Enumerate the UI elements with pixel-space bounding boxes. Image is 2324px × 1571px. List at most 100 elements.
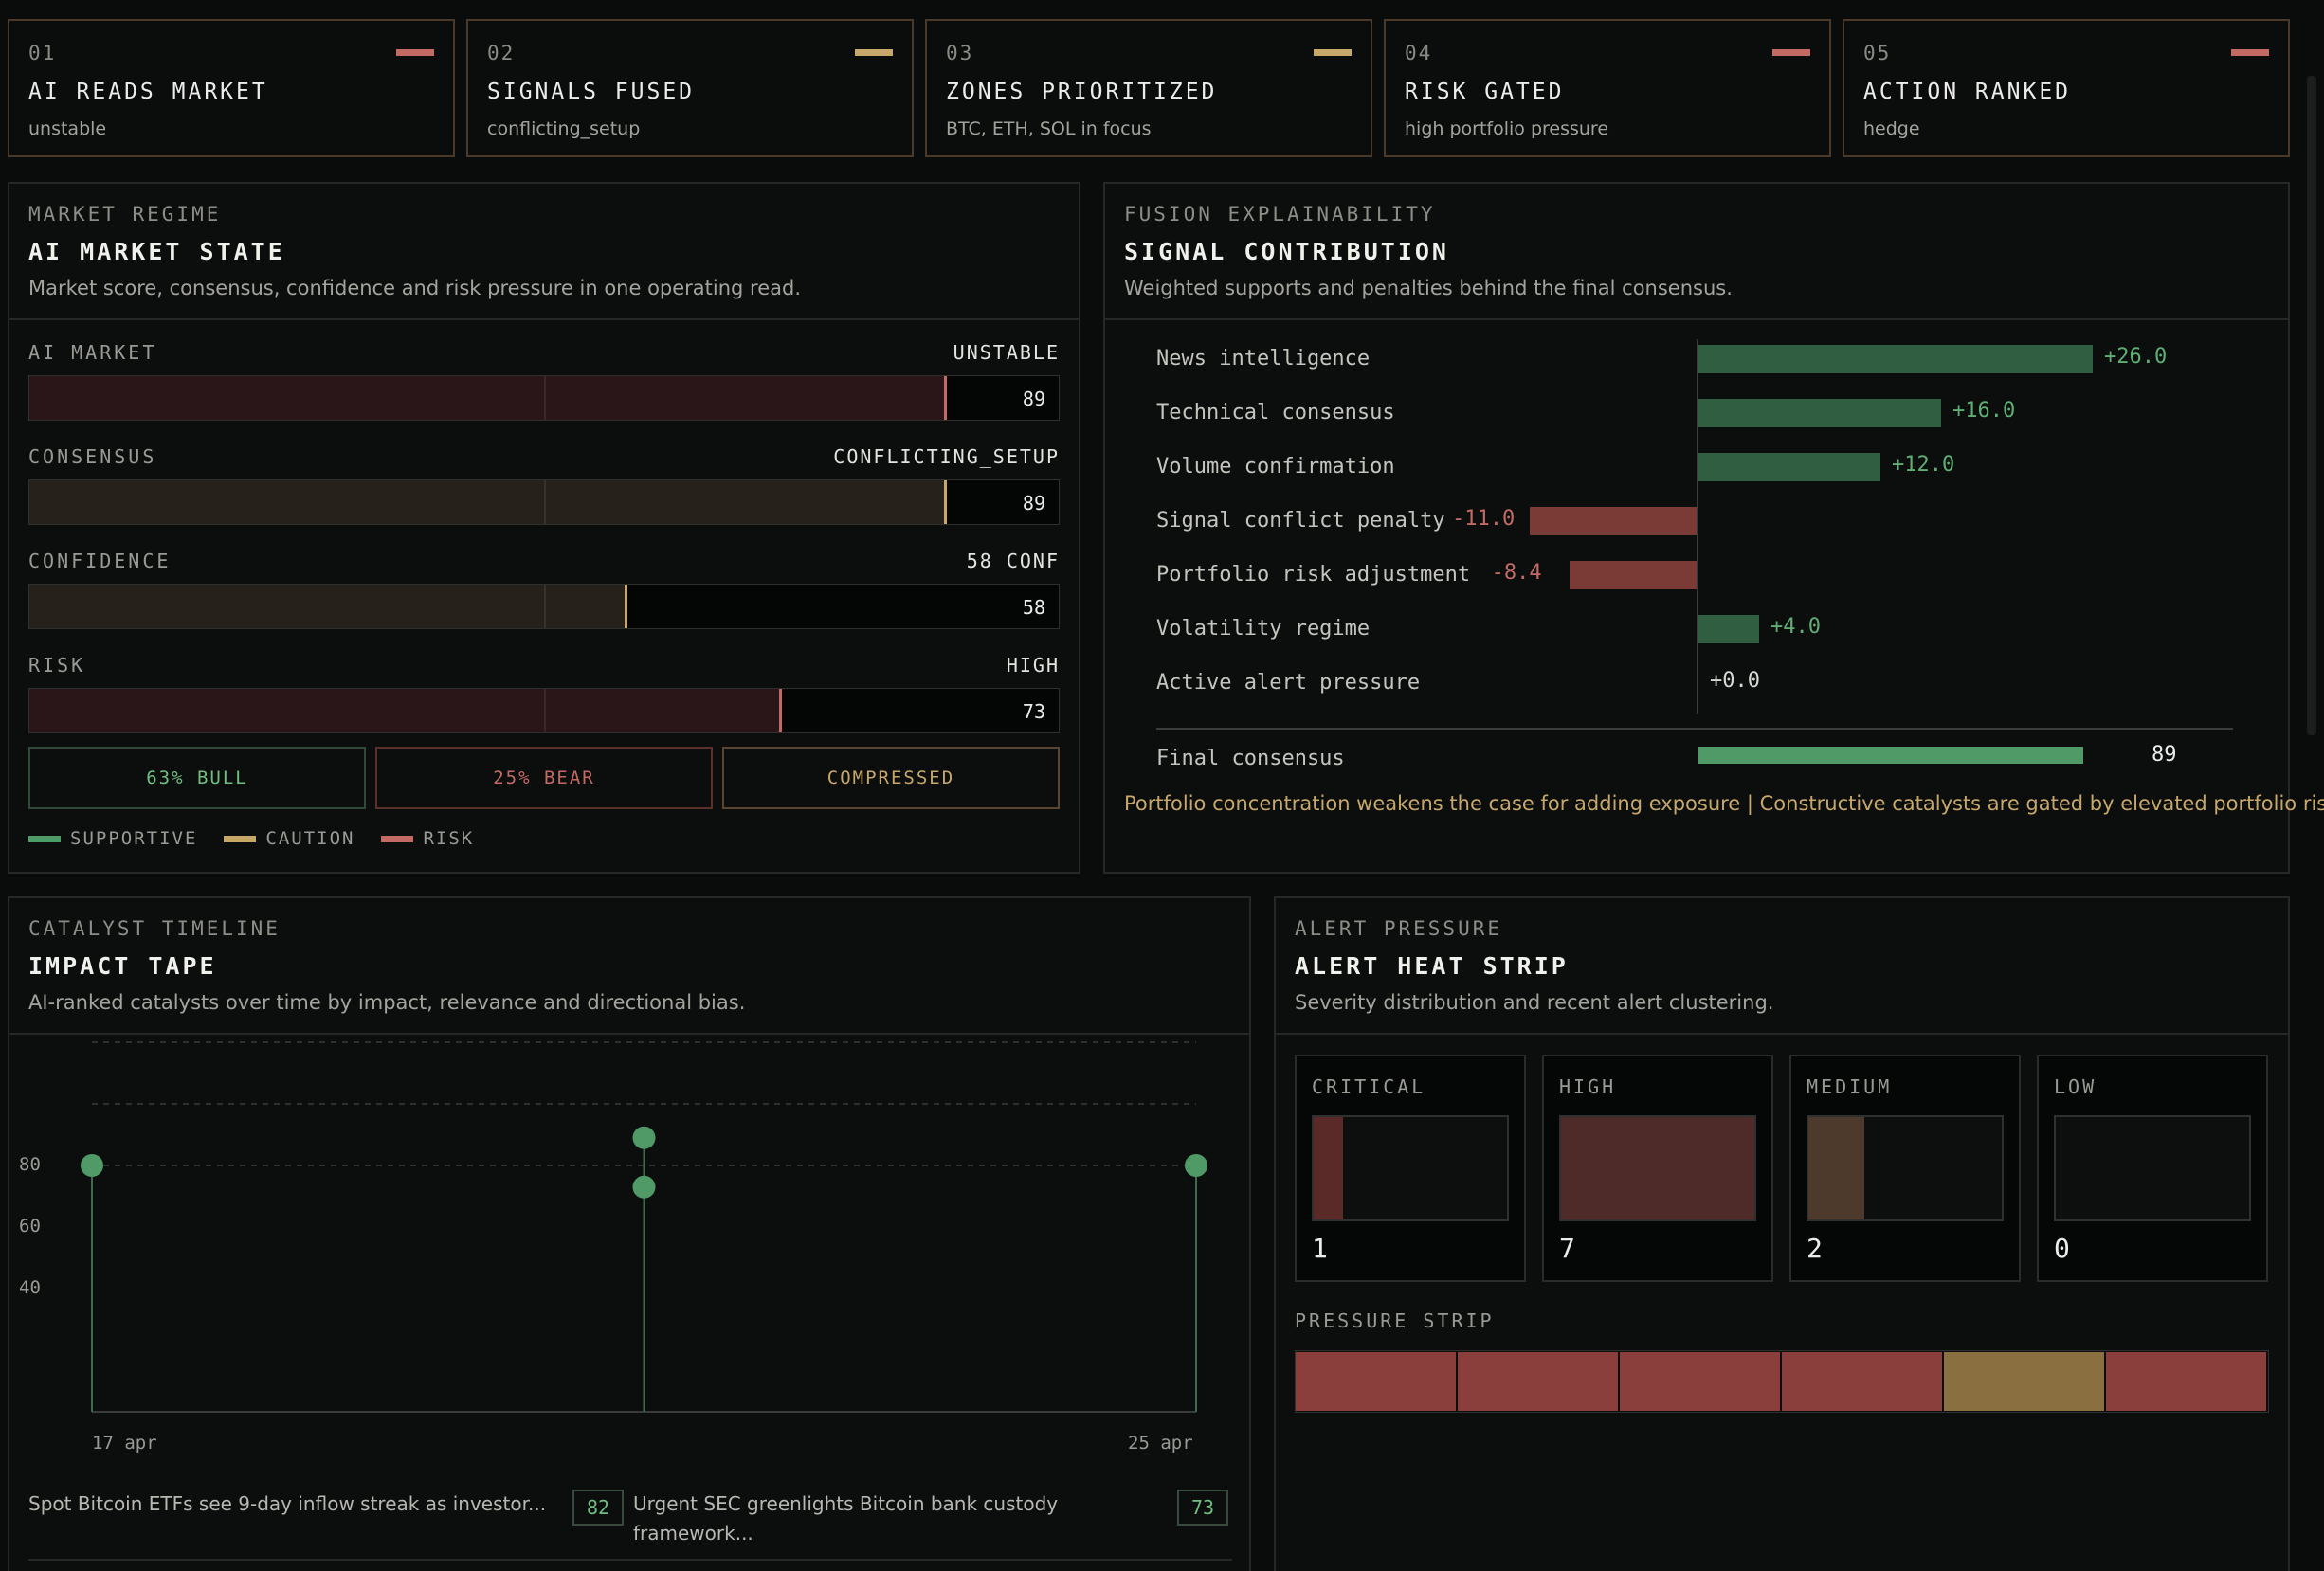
pressure-cell[interactable] [1944,1352,2104,1411]
y-tick-60: 60 [19,1216,41,1237]
news-score-1: 82 [572,1490,624,1526]
contribution-bar [1698,453,1880,481]
panel-eyebrow: ALERT PRESSURE [1295,917,1503,940]
data-point [1185,1154,1207,1177]
step-number: 03 [946,42,974,64]
severity-critical[interactable]: CRITICAL 1 [1295,1055,1526,1282]
panel-header: ALERT PRESSURE ALERT HEAT STRIP Severity… [1276,898,2288,1035]
pressure-cell[interactable] [1620,1352,1780,1411]
step-subtitle: unstable [28,118,107,139]
bear-pill[interactable]: 25% BEAR [375,747,713,809]
contribution-bar [1698,399,1941,427]
contribution-value: -11.0 [1452,507,1516,531]
severity-high[interactable]: HIGH 7 [1542,1055,1773,1282]
pipeline-step-5[interactable]: 05 ACTION RANKED hedge [1843,19,2290,157]
severity-fill [1561,1117,1754,1219]
compressed-pill[interactable]: COMPRESSED [722,747,1060,809]
contribution-label: News intelligence [1156,347,1371,370]
x-tick-end: 25 apr [1128,1433,1193,1454]
final-label: Final consensus [1156,747,1345,770]
gauge-fill [29,585,626,628]
panel-title: SIGNAL CONTRIBUTION [1124,238,1449,265]
gauge-number: 73 [1022,700,1045,723]
panel-eyebrow: MARKET REGIME [28,203,222,226]
impact-tape-chart [81,1041,1207,1413]
gauge-midline [544,689,546,732]
contribution-bar [1530,507,1697,535]
panel-description: Severity distribution and recent alert c… [1295,991,1774,1014]
step-number: 02 [487,42,516,64]
severity-low[interactable]: LOW 0 [2037,1055,2268,1282]
panel-header: CATALYST TIMELINE IMPACT TAPE AI-ranked … [9,898,1249,1035]
panel-title: AI MARKET STATE [28,238,285,265]
gauge-label-risk: RISK [28,654,86,677]
step-number: 04 [1405,42,1433,64]
panel-eyebrow: CATALYST TIMELINE [28,917,281,940]
contribution-label: Technical consensus [1156,401,1395,424]
gauge-number: 58 [1022,596,1045,619]
gauge-number: 89 [1022,388,1045,410]
gauge-marker [778,689,782,732]
pressure-strip [1295,1350,2269,1413]
pipeline-step-4[interactable]: 04 RISK GATED high portfolio pressure [1384,19,1831,157]
gauge-midline [544,376,546,420]
market-regime-panel: MARKET REGIME AI MARKET STATE Market sco… [8,182,1080,874]
pressure-cell[interactable] [1458,1352,1618,1411]
contribution-bar [1698,345,2093,373]
step-title: RISK GATED [1405,80,1565,104]
data-point [81,1154,103,1177]
y-tick-80: 80 [19,1154,41,1175]
gauge-marker [624,585,627,628]
data-point [632,1126,656,1149]
severity-label: LOW [2054,1075,2097,1098]
gauge-label-ai-market: AI MARKET [28,341,157,364]
contribution-bar [1698,615,1759,643]
severity-label: CRITICAL [1312,1075,1426,1098]
y-tick-40: 40 [19,1277,41,1298]
pressure-strip-label: PRESSURE STRIP [1295,1309,1495,1332]
scrollbar-thumb[interactable] [2307,76,2316,735]
legend-item-caution: CAUTION [224,828,354,849]
contribution-value: +12.0 [1892,453,1955,477]
gauge-label-confidence: CONFIDENCE [28,550,172,572]
step-status-tick [1314,49,1352,56]
gauge-marker [943,376,947,420]
severity-box [2054,1115,2251,1221]
fusion-note: Portfolio concentration weakens the case… [1124,792,2324,815]
zero-axis [1697,339,1698,714]
news-item-1[interactable]: Spot Bitcoin ETFs see 9-day inflow strea… [28,1492,547,1515]
step-status-tick [1772,49,1810,56]
gauge-state-consensus: CONFLICTING_SETUP [833,445,1060,468]
panel-header: FUSION EXPLAINABILITY SIGNAL CONTRIBUTIO… [1105,184,2288,320]
gauge-marker [943,480,947,524]
pipeline-step-3[interactable]: 03 ZONES PRIORITIZED BTC, ETH, SOL in fo… [925,19,1372,157]
severity-medium[interactable]: MEDIUM 2 [1789,1055,2021,1282]
pressure-cell[interactable] [2106,1352,2266,1411]
legend-item-supportive: SUPPORTIVE [28,828,197,849]
contribution-label: Portfolio risk adjustment [1156,563,1471,587]
severity-fill [1808,1117,1865,1219]
pipeline-step-1[interactable]: 01 AI READS MARKET unstable [8,19,455,157]
gauge-label-consensus: CONSENSUS [28,445,157,468]
pipeline-step-2[interactable]: 02 SIGNALS FUSED conflicting_setup [466,19,914,157]
contribution-label: Active alert pressure [1156,671,1421,695]
severity-label: HIGH [1559,1075,1617,1098]
data-point [632,1175,656,1199]
legend-swatch [28,836,61,842]
gauge-bar-confidence: 58 [28,584,1060,629]
contribution-value: +16.0 [1952,399,2016,423]
pressure-cell[interactable] [1782,1352,1942,1411]
severity-count: 0 [2054,1233,2070,1264]
bull-pill[interactable]: 63% BULL [28,747,366,809]
pressure-cell[interactable] [1296,1352,1456,1411]
gauge-bar-consensus: 89 [28,479,1060,525]
gauge-state-risk: HIGH [1006,654,1060,677]
final-value: 89 [2152,743,2177,767]
panel-title: IMPACT TAPE [28,952,217,980]
step-title: AI READS MARKET [28,80,268,104]
contribution-value: +0.0 [1710,669,1760,693]
step-status-tick [396,49,434,56]
panel-description: Market score, consensus, confidence and … [28,277,802,299]
final-divider [1156,728,2233,730]
news-item-2[interactable]: Urgent SEC greenlights Bitcoin bank cust… [633,1492,1059,1544]
